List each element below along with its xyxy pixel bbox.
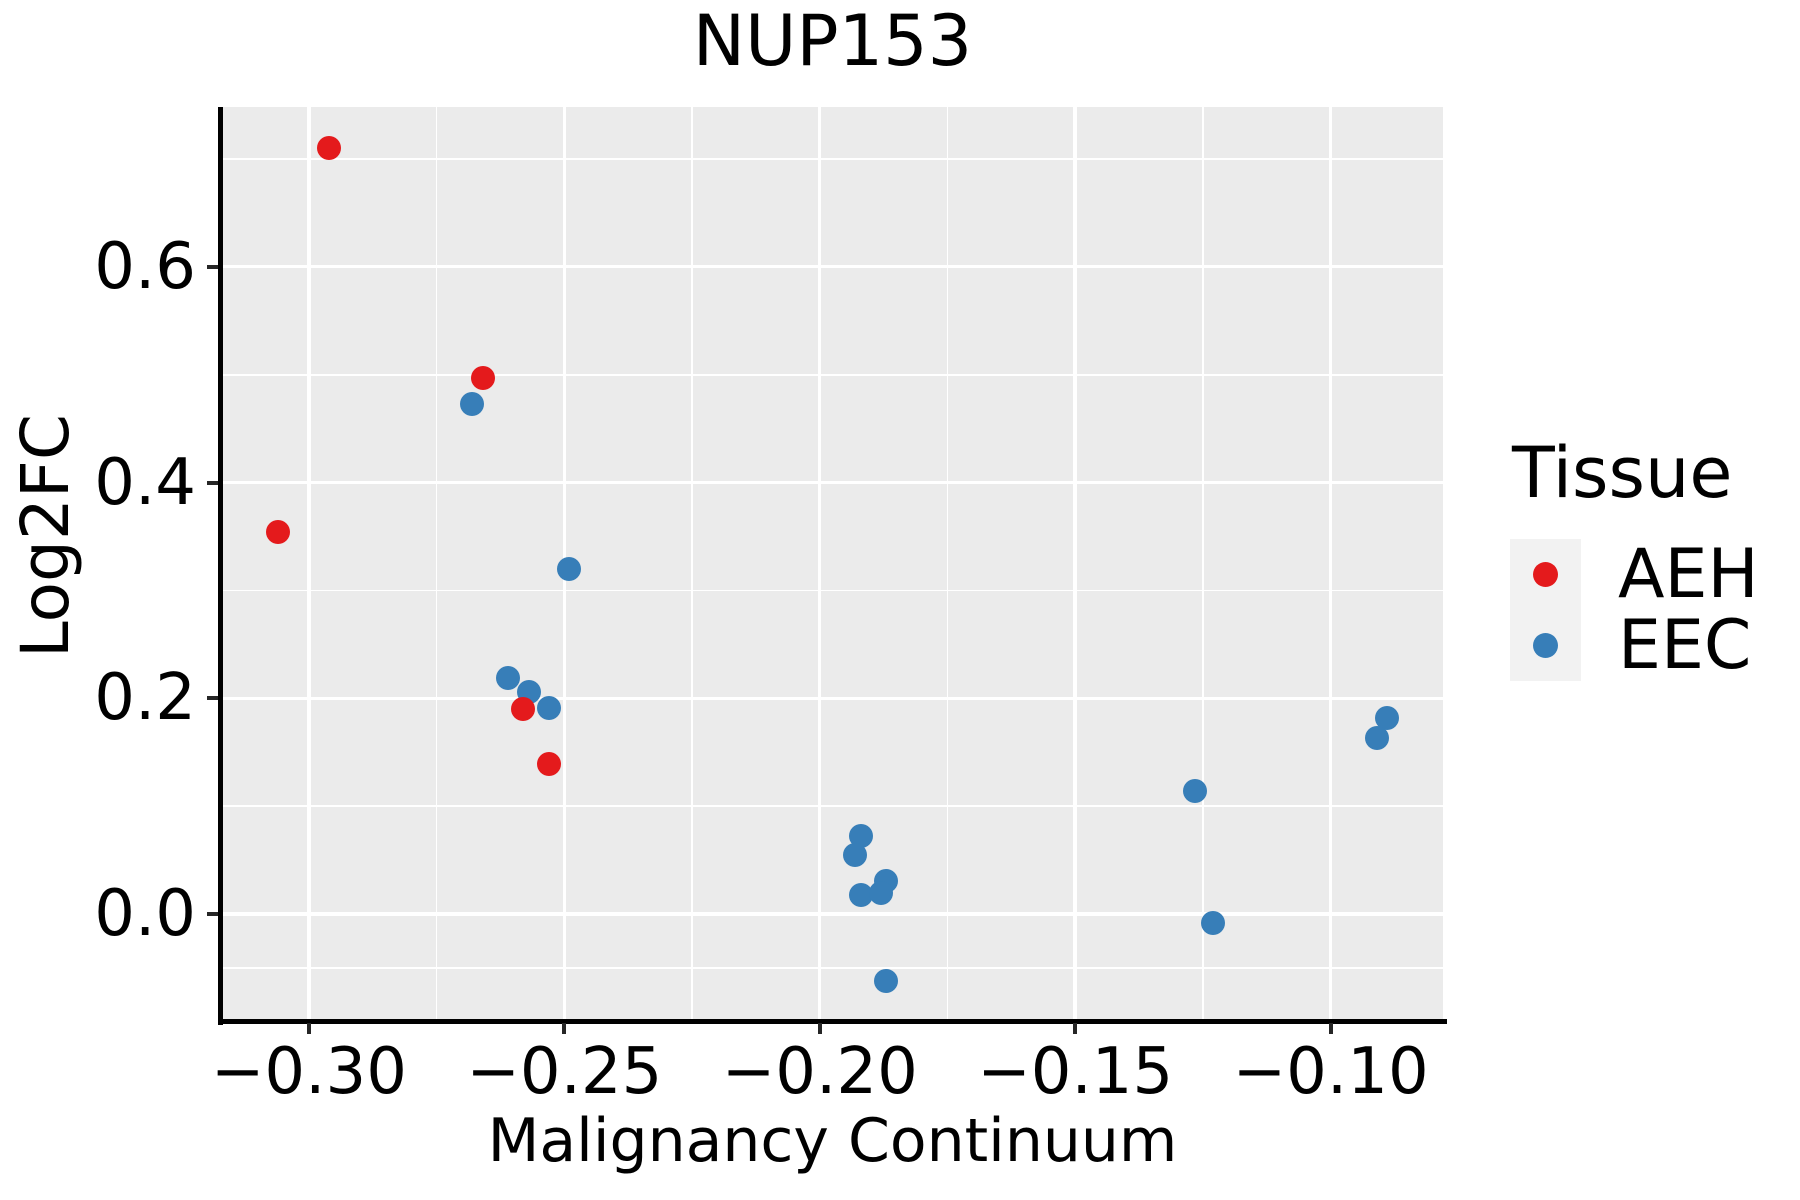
- x-minor-gridline: [435, 107, 438, 1021]
- legend-entry-aeh: AEH: [1510, 539, 1759, 610]
- x-major-gridline: [1328, 107, 1333, 1021]
- legend: Tissue AEH EEC: [1510, 438, 1759, 681]
- legend-key-box: [1510, 610, 1581, 681]
- y-minor-gridline: [222, 805, 1443, 808]
- y-tick-mark: [207, 696, 218, 701]
- y-tick-label: 0.6: [94, 229, 196, 304]
- x-minor-gridline: [691, 107, 693, 1021]
- data-point-eec: [460, 391, 485, 416]
- data-point-eec: [1364, 726, 1389, 751]
- y-tick-mark: [207, 264, 218, 269]
- y-tick-mark: [207, 480, 218, 485]
- legend-key-box: [1510, 539, 1581, 610]
- aeh-marker-icon: [1533, 562, 1558, 587]
- data-point-eec: [843, 842, 868, 867]
- y-axis-label: Log2FC: [7, 414, 84, 658]
- y-major-gridline: [222, 480, 1443, 485]
- data-point-eec: [848, 882, 873, 907]
- x-tick-label: −0.15: [977, 1035, 1174, 1109]
- y-tick-label: 0.4: [94, 445, 196, 520]
- plot-panel: [222, 107, 1443, 1021]
- x-tick-mark: [1328, 1023, 1333, 1034]
- legend-entry-label: AEH: [1618, 534, 1759, 614]
- data-point-aeh: [470, 365, 495, 390]
- data-point-aeh: [536, 752, 561, 777]
- y-axis-line: [218, 107, 223, 1025]
- eec-marker-icon: [1533, 633, 1558, 658]
- x-major-gridline: [817, 107, 822, 1021]
- x-major-gridline: [307, 107, 311, 1021]
- y-major-gridline: [222, 696, 1443, 701]
- data-point-eec: [869, 880, 894, 905]
- data-point-aeh: [266, 520, 291, 545]
- x-tick-label: −0.25: [466, 1035, 663, 1109]
- x-tick-mark: [1073, 1023, 1078, 1034]
- data-point-aeh: [511, 697, 536, 722]
- y-minor-gridline: [222, 967, 1443, 970]
- y-major-gridline: [222, 912, 1443, 916]
- y-tick-label: 0.2: [94, 661, 196, 736]
- data-point-eec: [557, 556, 582, 581]
- x-tick-label: −0.30: [210, 1035, 407, 1109]
- x-minor-gridline: [1201, 107, 1204, 1021]
- data-point-eec: [536, 696, 561, 721]
- x-major-gridline: [1073, 107, 1077, 1021]
- data-point-eec: [1374, 705, 1399, 730]
- data-point-eec: [496, 665, 521, 690]
- data-point-eec: [1183, 779, 1208, 804]
- x-minor-gridline: [946, 107, 949, 1021]
- x-axis-line: [218, 1019, 1447, 1024]
- y-major-gridline: [222, 264, 1443, 269]
- data-point-aeh: [317, 136, 342, 160]
- legend-entry-label: EEC: [1618, 605, 1752, 685]
- y-minor-gridline: [222, 589, 1443, 592]
- data-point-eec: [1201, 910, 1226, 935]
- x-tick-mark: [562, 1023, 567, 1034]
- x-tick-label: −0.20: [721, 1035, 918, 1109]
- chart-title: NUP153: [692, 0, 973, 82]
- x-tick-mark: [817, 1023, 822, 1034]
- x-axis-label: Malignancy Continuum: [487, 1106, 1178, 1176]
- y-minor-gridline: [222, 373, 1443, 376]
- x-tick-label: −0.10: [1232, 1035, 1429, 1109]
- y-tick-label: 0.0: [94, 877, 196, 952]
- y-minor-gridline: [222, 157, 1443, 160]
- data-point-eec: [874, 969, 899, 994]
- y-tick-mark: [207, 912, 218, 917]
- x-tick-mark: [306, 1023, 311, 1034]
- legend-entry-eec: EEC: [1510, 610, 1759, 681]
- legend-title: Tissue: [1512, 432, 1733, 514]
